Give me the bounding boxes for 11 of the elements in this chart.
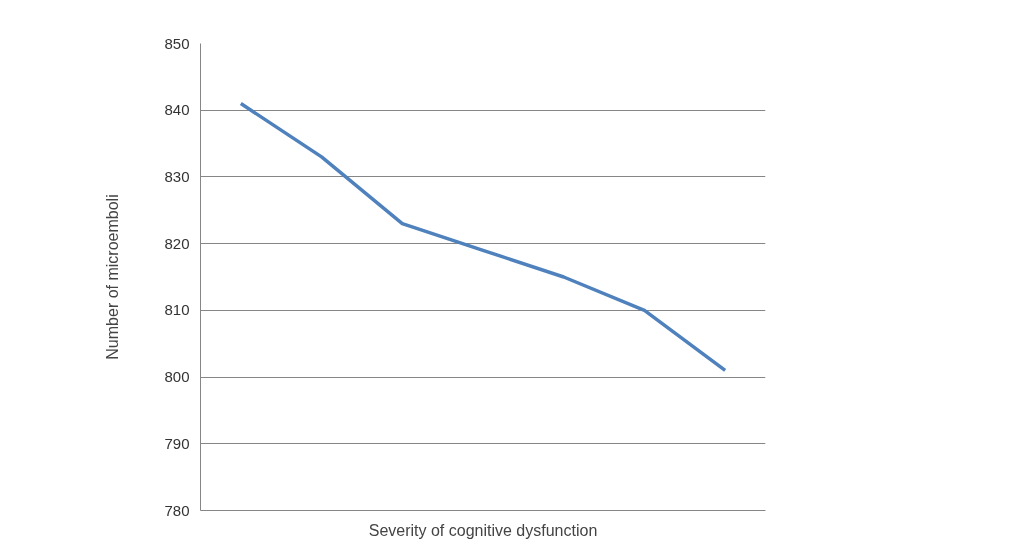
y-axis-title: Number of microemboli <box>104 194 122 360</box>
y-tick-label: 780 <box>164 501 190 519</box>
y-tick-label: 830 <box>164 167 190 185</box>
y-tick-label: 820 <box>164 234 190 252</box>
line-series <box>239 101 727 373</box>
x-axis-title: Severity of cognitive dysfunction <box>368 521 598 539</box>
y-tick-label: 800 <box>164 368 190 386</box>
y-tick-label: 810 <box>164 301 190 319</box>
y-tick-label: 850 <box>164 34 190 52</box>
y-tick-label: 790 <box>164 434 190 452</box>
y-tick-label: 840 <box>164 101 190 119</box>
